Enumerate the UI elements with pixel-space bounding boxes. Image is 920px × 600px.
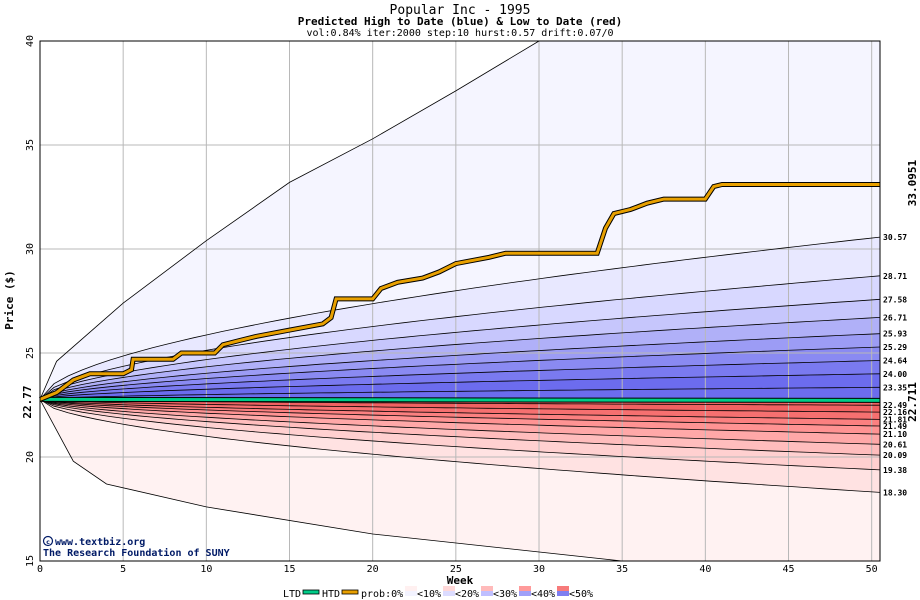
percentile-curve-26.71: [40, 317, 880, 400]
x-tick-label: 40: [699, 564, 711, 575]
x-axis-ticks: 0 5 10 15 20 25 30 35 40 45 50: [37, 564, 878, 575]
percentile-curve-30.57: [40, 236, 880, 400]
percentile-curve-25.93: [40, 333, 880, 400]
legend-swatch-red: [519, 586, 531, 591]
percentile-label: 21.49: [883, 422, 907, 431]
percentile-label: 30.57: [883, 233, 907, 242]
htd-line: [39, 183, 880, 401]
percentile-curve-21.49: [40, 399, 880, 427]
x-tick-label: 5: [120, 564, 126, 575]
percentile-curve-27.58: [40, 298, 880, 400]
percentile-curve-24.64: [40, 360, 880, 400]
percentile-label: 21.10: [883, 430, 907, 439]
y-tick-label: 20: [25, 451, 36, 463]
legend-swatch-red: [443, 586, 455, 591]
percentile-label: 22.49: [883, 401, 907, 410]
legend-swatch-blue: [443, 591, 455, 596]
ltd-line: [39, 397, 881, 402]
legend-label: prob:0%: [361, 589, 403, 600]
percentile-curve-18.30: [40, 399, 880, 493]
low-min-curve: [40, 399, 623, 561]
y-tick-label: 40: [25, 35, 36, 47]
percentile-labels: 23.35 24.00 24.64 25.29 25.93 26.71 27.58 28.71…: [883, 233, 907, 497]
legend-label: <10%: [417, 589, 441, 600]
chart-title: Popular Inc - 1995: [390, 3, 531, 18]
percentile-curve-25.29: [40, 346, 880, 400]
percentile-curve-21.10: [40, 399, 880, 435]
legend-line-swatch: [302, 589, 320, 595]
chart-subtitle: Predicted High to Date (blue) & Low to D…: [298, 15, 623, 28]
y-tick-label: 30: [25, 243, 36, 255]
x-tick-label: 10: [200, 564, 212, 575]
percentile-label: 21.81: [883, 415, 907, 424]
legend-label: <30%: [493, 589, 517, 600]
percentile-label: 18.30: [883, 488, 907, 497]
percentile-label: 23.35: [883, 383, 907, 392]
credit-line-1: www.textbiz.org: [55, 536, 145, 548]
last-price-label: 22.711: [906, 382, 919, 422]
x-tick-label: 45: [782, 564, 794, 575]
percentile-curve-22.16: [40, 399, 880, 413]
percentile-curve-23.35: [40, 386, 880, 400]
y-axis-label: Price ($): [3, 270, 16, 330]
percentile-label: 28.71: [883, 272, 907, 281]
y-tick-label: 15: [25, 555, 36, 567]
legend: LTD HTD prob:0% <10% <20% <30% <40% <50%: [283, 586, 593, 600]
credits: c www.textbiz.org The Research Foundatio…: [42, 535, 230, 559]
legend-swatch-red: [557, 586, 569, 591]
chart-params: vol:0.84% iter:2000 step:10 hurst:0.57 d…: [306, 28, 613, 39]
legend-swatch-blue: [557, 591, 569, 596]
percentile-label: 22.16: [883, 408, 907, 417]
x-tick-label: 25: [450, 564, 462, 575]
x-tick-label: 20: [367, 564, 379, 575]
x-tick-label: 0: [37, 564, 43, 575]
x-axis-label: Week: [447, 574, 474, 587]
percentile-curves: [40, 41, 880, 561]
plot-frame: [39, 40, 881, 562]
high-max-curve: [40, 41, 540, 400]
x-tick-label: 35: [616, 564, 628, 575]
plot-area: [39, 40, 881, 562]
percentile-label: 24.64: [883, 356, 907, 365]
legend-label: <50%: [569, 589, 593, 600]
percentile-curve-20.61: [40, 399, 880, 445]
legend-swatch-blue: [405, 591, 417, 596]
percentile-curve-24.00: [40, 373, 880, 400]
band-layer: [40, 41, 880, 561]
high-band-0: [40, 387, 880, 400]
percentile-curve-20.09: [40, 399, 880, 456]
x-tick-label: 15: [283, 564, 295, 575]
percentile-curve-19.38: [40, 399, 880, 471]
percentile-label: 20.09: [883, 451, 907, 460]
x-tick-label: 30: [533, 564, 545, 575]
legend-swatch-red: [481, 586, 493, 591]
y-tick-label: 35: [25, 139, 36, 151]
x-tick-label: 50: [866, 564, 878, 575]
legend-label: HTD: [322, 589, 340, 600]
y-tick-label: 25: [25, 347, 36, 359]
percentile-label: 25.29: [883, 343, 907, 352]
legend-label: <20%: [455, 589, 479, 600]
percentile-label: 27.58: [883, 295, 907, 304]
percentile-curve-21.81: [40, 399, 880, 420]
percentile-label: 19.38: [883, 466, 907, 475]
legend-label: LTD: [283, 589, 301, 600]
legend-label: <40%: [531, 589, 555, 600]
high-end-price-label: 33.0951: [906, 159, 919, 206]
legend-swatch-blue: [481, 591, 493, 596]
legend-swatch-blue: [519, 591, 531, 596]
y-axis-ticks: 15 20 25 30 35 40: [25, 35, 36, 567]
copyright-letter: c: [46, 539, 50, 546]
percentile-label: 26.71: [883, 313, 907, 322]
copyright-icon: [42, 535, 54, 547]
legend-swatch-red: [405, 586, 417, 591]
percentile-label: 25.93: [883, 330, 907, 339]
percentile-label: 20.61: [883, 440, 907, 449]
legend-line-swatch: [341, 589, 359, 595]
percentile-label: 24.00: [883, 370, 907, 379]
start-price-label: 22.77: [21, 385, 34, 418]
credit-line-2: The Research Foundation of SUNY: [43, 547, 230, 559]
